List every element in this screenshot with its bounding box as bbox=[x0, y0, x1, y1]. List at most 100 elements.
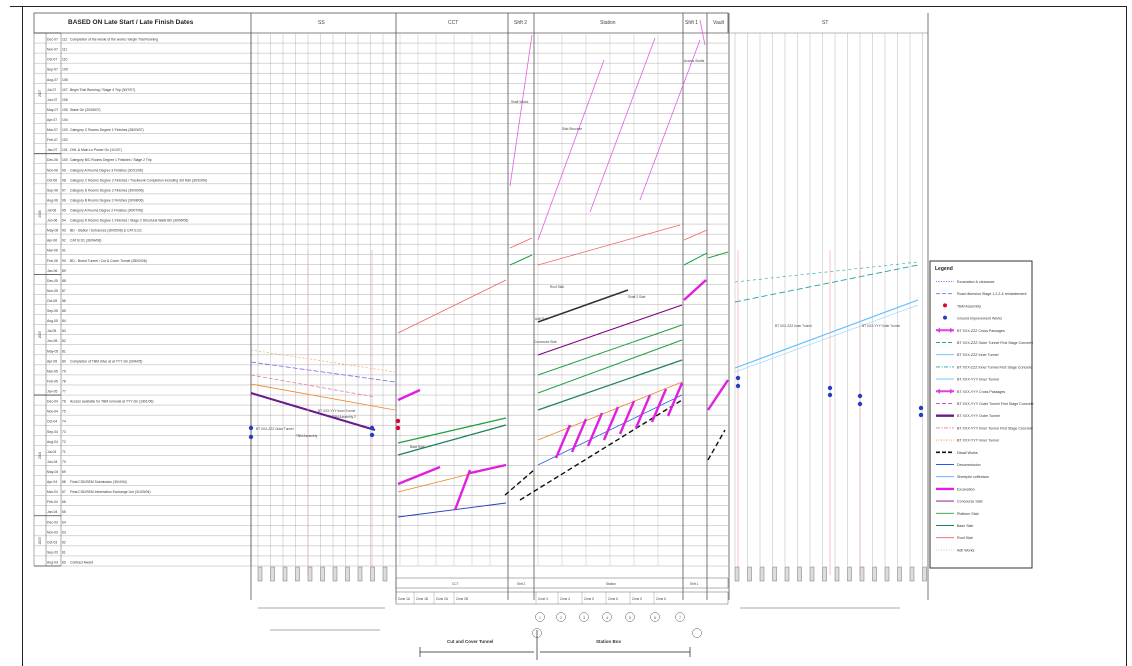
legend-swatch-marker bbox=[943, 315, 947, 320]
row-date: Oct-05 bbox=[47, 299, 57, 303]
legend-item-label: BT XXX-YYY Inner Tunnel First Stage Conc… bbox=[957, 426, 1033, 430]
row-number: 94 bbox=[62, 219, 66, 223]
marker-dot bbox=[918, 412, 924, 418]
row-date: Sep-07 bbox=[47, 68, 58, 72]
row-number: 80 bbox=[62, 359, 66, 363]
row-number: 63 bbox=[62, 530, 66, 534]
row-note: Category C Rooms Degree 1 Finishes (28/0… bbox=[70, 128, 144, 132]
platform-slab-1 bbox=[537, 324, 683, 376]
roof-slab-dark bbox=[537, 289, 629, 323]
tunnel-label-2: BT XXX-ZZZ Outer Tunnel bbox=[256, 427, 294, 431]
ss-tick bbox=[332, 566, 338, 582]
ss-tick bbox=[345, 566, 350, 582]
ss-tick bbox=[307, 566, 313, 582]
legend-item-label: BT XXX-YYY Inner Tunnel bbox=[957, 378, 999, 382]
row-date: Aug-07 bbox=[47, 78, 58, 82]
row-number: 99 bbox=[62, 168, 66, 172]
row-date: Mar-05 bbox=[47, 369, 58, 373]
row-date: Oct-07 bbox=[47, 58, 57, 62]
annotation-adit-slab: Adit Slab bbox=[535, 317, 548, 321]
row-number: 112 bbox=[62, 38, 68, 42]
ss-tick bbox=[320, 566, 325, 582]
row-date: Aug-04 bbox=[47, 440, 58, 444]
row-number: 76 bbox=[62, 400, 66, 404]
excavation-station bbox=[634, 394, 652, 429]
legend-item-label: Sheetpile cofferdam bbox=[957, 475, 989, 479]
row-number: 89 bbox=[62, 269, 66, 273]
marker-dot bbox=[735, 375, 741, 381]
under-label-station-box: Station Box bbox=[596, 639, 621, 644]
chainage-circle-label: 4 bbox=[606, 616, 608, 620]
shaft2-roof bbox=[509, 237, 533, 249]
row-date: Nov-07 bbox=[47, 48, 58, 52]
row-date: Oct-06 bbox=[47, 178, 57, 182]
row-number: 98 bbox=[62, 178, 66, 182]
legend-swatch-arrowhead bbox=[936, 327, 940, 333]
row-date: Feb-07 bbox=[47, 138, 58, 142]
chainage-circle-label: 5 bbox=[629, 616, 631, 620]
zone-shft2: Shft 2 bbox=[514, 20, 527, 26]
legend-item-label: BT XXX-YYY Inner Tunnel bbox=[957, 439, 999, 443]
bottom-zone-label: Shft 2 bbox=[517, 582, 526, 586]
zone-ss: SS bbox=[318, 20, 325, 26]
legend-item-label: Road diversion Stage 1,2,3 & reinstateme… bbox=[957, 292, 1027, 296]
progress-lines bbox=[248, 19, 924, 575]
shaft1-roof bbox=[683, 229, 708, 241]
row-date: Aug-05 bbox=[47, 319, 58, 323]
row-note: BD - Bored Tunnel / Cut & Cover Tunnel (… bbox=[70, 259, 147, 263]
marker-dot bbox=[857, 393, 863, 399]
row-date: Apr-07 bbox=[47, 118, 57, 122]
st-tick bbox=[847, 566, 852, 582]
row-date: Sep-03 bbox=[47, 550, 58, 554]
row-date: Jun-05 bbox=[47, 339, 57, 343]
row-date: Jan-04 bbox=[47, 510, 57, 514]
row-date: May-06 bbox=[47, 229, 58, 233]
vault-excavation bbox=[707, 379, 729, 411]
ss-tick bbox=[270, 566, 275, 582]
yyy-outer-tunnel bbox=[250, 392, 376, 431]
row-note: Category D Rooms Degree 2 Finishes (30/0… bbox=[70, 188, 144, 192]
row-number: 110 bbox=[62, 58, 68, 62]
row-date: Apr-04 bbox=[47, 480, 57, 484]
shaft2-adit bbox=[509, 34, 533, 187]
excavation-station bbox=[554, 424, 572, 459]
st-tick bbox=[797, 566, 802, 582]
bottom-cell-label: Zone 5 bbox=[584, 597, 594, 601]
row-number: 66 bbox=[62, 500, 66, 504]
right-border bbox=[1126, 6, 1127, 666]
chainage-circle bbox=[625, 612, 635, 622]
row-number: 74 bbox=[62, 420, 66, 424]
tunnel-label-4: BT XXX-YYY Outer Tunnel bbox=[862, 324, 900, 328]
marker-dot bbox=[395, 418, 401, 424]
bottom-cell-label: Zone 3 bbox=[538, 597, 548, 601]
row-date: Sep-04 bbox=[47, 430, 58, 434]
under-label-cut-cover: Cut and Cover Tunnel bbox=[447, 639, 493, 644]
row-date: Aug-03 bbox=[47, 560, 58, 564]
row-date: Oct-04 bbox=[47, 420, 57, 424]
row-date: Nov-04 bbox=[47, 410, 58, 414]
row-number: 68 bbox=[62, 480, 66, 484]
cct-blue bbox=[397, 502, 507, 518]
roof-slab-cct bbox=[397, 279, 507, 334]
row-date: Apr-05 bbox=[47, 359, 57, 363]
legend-item-label: BT XXX-ZZZ Outer Tunnel First Stage Conc… bbox=[957, 341, 1033, 345]
st-tick bbox=[909, 566, 915, 582]
left-border bbox=[22, 6, 23, 666]
marker-dot bbox=[369, 432, 375, 438]
row-number: 72 bbox=[62, 440, 66, 444]
row-note: Stake On (20/05/07) bbox=[70, 108, 101, 112]
row-date: Dec-03 bbox=[47, 520, 58, 524]
row-date: Dec-05 bbox=[47, 279, 58, 283]
legend-item-label: Excavation & clearance bbox=[957, 280, 995, 284]
row-date: Nov-06 bbox=[47, 168, 58, 172]
row-date: Jul-05 bbox=[47, 329, 56, 333]
zone-st: ST bbox=[822, 20, 828, 26]
row-date: May-04 bbox=[47, 470, 58, 474]
excavation-cct-4 bbox=[397, 388, 421, 402]
row-note: Access available for TBM removal at YYY … bbox=[70, 400, 154, 404]
excavation-dashed bbox=[250, 361, 396, 383]
vault-diwall bbox=[707, 429, 726, 461]
zzz-inner-tunnel bbox=[734, 299, 919, 369]
st-tick bbox=[922, 566, 927, 582]
